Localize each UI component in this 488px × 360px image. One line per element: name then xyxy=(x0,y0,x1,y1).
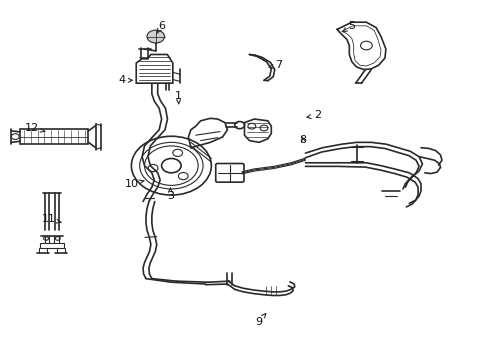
Text: 10: 10 xyxy=(124,179,143,189)
Text: 12: 12 xyxy=(25,123,45,133)
Text: 7: 7 xyxy=(268,60,282,70)
Text: 1: 1 xyxy=(175,91,182,104)
Text: 11: 11 xyxy=(41,215,61,224)
Text: 3: 3 xyxy=(166,188,174,201)
Text: 9: 9 xyxy=(255,314,265,327)
Text: 6: 6 xyxy=(157,21,165,33)
Bar xyxy=(20,129,88,144)
Text: 5: 5 xyxy=(342,21,355,32)
Text: 2: 2 xyxy=(306,111,321,121)
Text: 8: 8 xyxy=(299,135,306,145)
Circle shape xyxy=(147,30,164,43)
Text: 4: 4 xyxy=(118,75,132,85)
